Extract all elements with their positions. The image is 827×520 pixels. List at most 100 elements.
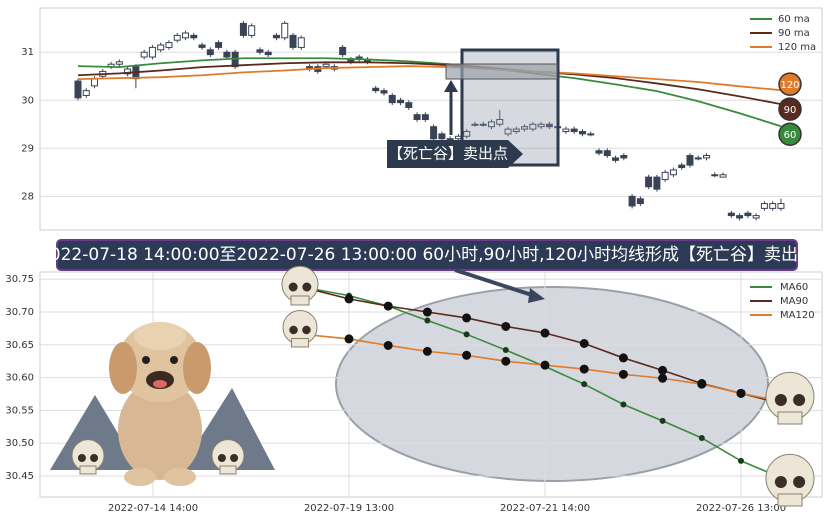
ma-line <box>77 61 782 105</box>
candle-body <box>140 51 148 58</box>
candle-body <box>603 150 611 157</box>
highlight-ellipse <box>335 286 769 482</box>
skull-eye <box>774 476 787 488</box>
candle-body <box>124 68 132 75</box>
point <box>540 328 550 338</box>
skull <box>71 439 105 475</box>
candle-body <box>769 203 777 209</box>
candle-body <box>115 61 123 65</box>
candle-body <box>264 51 272 56</box>
candle-body <box>669 169 677 176</box>
banner-title: 2022-07-18 14:00:00至2022-07-26 13:00:00 … <box>39 245 815 265</box>
x-tick-label: 2022-07-21 14:00 <box>500 503 590 514</box>
point <box>698 434 705 441</box>
point <box>502 347 509 354</box>
candle-body <box>388 94 396 104</box>
candle-body <box>256 49 264 53</box>
point <box>620 401 627 408</box>
candle-body <box>661 171 669 181</box>
candle-body <box>612 157 620 161</box>
y-tick-label: 30.55 <box>5 405 34 416</box>
skull-jaw <box>291 338 309 348</box>
candle-body <box>157 44 165 51</box>
candle-body <box>736 215 744 219</box>
pointer-arrow <box>454 268 536 298</box>
candle-body <box>545 123 553 128</box>
badge-label: 60 <box>784 130 797 141</box>
legend-label: MA120 <box>780 310 815 321</box>
point <box>581 381 588 388</box>
candle-body <box>339 46 347 56</box>
point <box>383 340 393 350</box>
skull-jaw <box>79 465 97 475</box>
candle-body <box>380 90 388 94</box>
skull <box>765 453 815 507</box>
candle-body <box>628 195 636 207</box>
candle-body <box>165 42 173 48</box>
candle-body <box>239 22 247 36</box>
candle-body <box>562 128 570 132</box>
candle-body <box>678 164 686 169</box>
point <box>738 457 744 464</box>
skull-eye <box>289 325 298 335</box>
skull-jaw <box>777 411 803 425</box>
pointer-head <box>528 288 545 303</box>
skull <box>211 439 245 475</box>
badge <box>778 72 802 96</box>
candle-body <box>148 46 156 58</box>
skull-eye <box>77 454 86 462</box>
point <box>422 307 432 317</box>
candle-body <box>711 174 719 177</box>
skull-eye <box>230 454 239 462</box>
y-tick-label: 30.70 <box>5 307 34 318</box>
candle-body <box>752 215 760 219</box>
candle-body <box>413 114 421 120</box>
ma-band <box>445 63 558 80</box>
candle-body <box>471 123 479 126</box>
skull-eye <box>793 394 806 406</box>
candle-body <box>272 34 280 39</box>
candle-body <box>430 126 438 140</box>
candle-body <box>537 123 545 128</box>
candle-body <box>620 155 628 159</box>
point <box>383 301 393 311</box>
skull-eye <box>217 454 226 462</box>
y-tick-label: 30.50 <box>5 438 34 449</box>
candle-body <box>463 130 471 137</box>
skull <box>281 265 319 306</box>
y-tick-label: 29 <box>21 143 34 154</box>
x-tick-label: 2022-07-26 13:00 <box>696 503 786 514</box>
point <box>540 360 550 370</box>
candle-body <box>421 114 429 120</box>
candle-body <box>760 203 768 209</box>
candle-body <box>645 176 653 188</box>
candle-body <box>405 102 413 108</box>
candle-body <box>529 123 537 130</box>
candle-body <box>653 176 661 190</box>
skull-jaw <box>777 493 803 507</box>
skull-eye <box>302 282 312 292</box>
candle-body <box>777 203 785 209</box>
y-tick-label: 31 <box>21 47 34 58</box>
legend-label: MA60 <box>780 282 808 293</box>
candle-body <box>512 128 520 132</box>
annotation-box <box>387 140 523 168</box>
y-tick-label: 30.60 <box>5 373 34 384</box>
skull-eye <box>793 476 806 488</box>
candle-body <box>223 51 231 58</box>
point <box>501 356 511 366</box>
point <box>422 346 432 356</box>
point <box>579 339 589 349</box>
candle-body <box>479 123 487 126</box>
point <box>462 313 472 323</box>
candle-body <box>636 198 644 205</box>
candle-body <box>297 37 305 48</box>
candle-body <box>206 49 214 56</box>
badge-label: 120 <box>780 80 799 91</box>
candle-body <box>322 63 330 68</box>
candle-body <box>289 34 297 48</box>
point <box>462 350 472 360</box>
candle-body <box>578 130 586 135</box>
skull <box>765 371 815 425</box>
